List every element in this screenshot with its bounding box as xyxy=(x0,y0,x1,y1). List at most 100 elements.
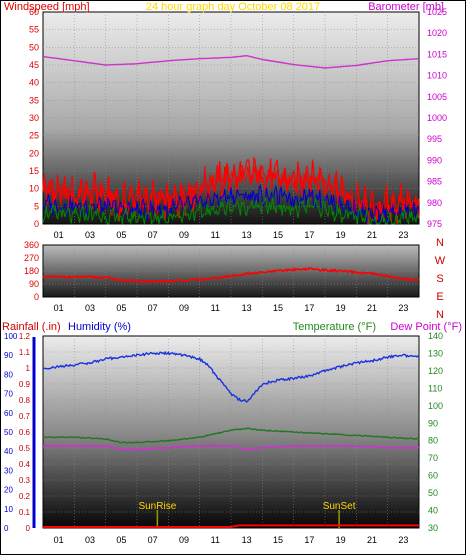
direction-x-tick-label: 15 xyxy=(273,303,283,313)
humidity-tick-label: 90 xyxy=(4,351,13,360)
rain-humidity-temp-series xyxy=(42,350,420,528)
wind-x-tick-label: 01 xyxy=(54,230,64,240)
rain-tick-label: 0.6 xyxy=(19,428,31,437)
rain-grid xyxy=(43,336,419,528)
rain-tick-label: 1.1 xyxy=(19,348,31,357)
dewpoint-axis-label: Dew Point (°F) xyxy=(390,321,462,333)
barometer-tick-label: 1000 xyxy=(427,113,447,123)
temperature-tick-label: 90 xyxy=(428,418,438,428)
wind-tick-label: 55 xyxy=(29,25,39,35)
wind-x-tick-label: 13 xyxy=(242,230,252,240)
direction-tick-label: 180 xyxy=(24,266,39,276)
rain-x-tick-label: 19 xyxy=(336,535,346,545)
compass-label-e: E xyxy=(436,291,443,303)
wind-x-tick-label: 09 xyxy=(179,230,189,240)
direction-plot-area xyxy=(42,244,420,298)
humidity-tick-label: 100 xyxy=(4,332,18,341)
sunrise-label: SunRise xyxy=(138,501,176,512)
compass-label-n: N xyxy=(436,237,444,249)
wind-x-tick-label: 07 xyxy=(148,230,158,240)
rain-tick-label: 0.4 xyxy=(19,460,31,469)
temperature-tick-label: 140 xyxy=(428,331,443,341)
rain-x-tick-label: 03 xyxy=(85,535,95,545)
barometer-tick-label: 1010 xyxy=(427,71,447,81)
direction-x-tick-label: 21 xyxy=(367,303,377,313)
rain-x-axis-ticks: 01 03 05 07 09 11 13 15 17 19 21 23 xyxy=(54,535,409,545)
humidity-tick-label: 80 xyxy=(4,370,13,379)
wind-x-tick-label: 03 xyxy=(85,230,95,240)
rain-humidity-temp-chart: Rainfall (.in) Humidity (%) Temperature … xyxy=(2,321,462,545)
wind-tick-label: 25 xyxy=(29,131,39,141)
wind-x-tick-label: 23 xyxy=(398,230,408,240)
dewpoint-series-line xyxy=(42,444,420,451)
rain-tick-label: 0 xyxy=(26,524,31,533)
wind-tick-label: 20 xyxy=(29,148,39,158)
rain-x-tick-label: 23 xyxy=(398,535,408,545)
temperature-tick-label: 80 xyxy=(428,436,438,446)
rain-x-tick-label: 07 xyxy=(148,535,158,545)
rain-tick-label: 0.7 xyxy=(19,412,31,421)
wind-tick-label: 5 xyxy=(34,201,39,211)
wind-tick-label: 45 xyxy=(29,60,39,70)
temperature-tick-label: 30 xyxy=(428,523,438,533)
barometer-axis-label: Barometer [mb] xyxy=(368,1,444,13)
compass-label-s: S xyxy=(436,273,443,285)
wind-tick-label: 60 xyxy=(29,7,39,17)
wind-x-tick-label: 21 xyxy=(367,230,377,240)
windspeed-gust-line xyxy=(42,164,420,222)
barometer-tick-label: 1020 xyxy=(427,28,447,38)
temperature-axis-label: Temperature (°F) xyxy=(293,321,376,333)
barometer-tick-label: 980 xyxy=(427,198,442,208)
sunset-label: SunSet xyxy=(323,501,356,512)
rain-tick-label: 0.8 xyxy=(19,396,31,405)
barometer-tick-label: 975 xyxy=(427,219,442,229)
rain-tick-label: 0.3 xyxy=(19,476,31,485)
humidity-tick-label: 30 xyxy=(4,466,13,475)
wind-x-axis-ticks: 01 03 05 07 09 11 13 15 17 19 21 23 xyxy=(54,230,409,240)
temperature-tick-label: 70 xyxy=(428,453,438,463)
wind-x-tick-label: 17 xyxy=(304,230,314,240)
wind-x-tick-label: 11 xyxy=(211,230,220,240)
barometer-tick-label: 1015 xyxy=(427,49,447,59)
wind-tick-label: 35 xyxy=(29,95,39,105)
direction-x-tick-label: 23 xyxy=(398,303,408,313)
wind-series xyxy=(42,54,420,225)
temperature-tick-label: 110 xyxy=(428,383,442,393)
humidity-tick-label: 20 xyxy=(4,486,13,495)
wind-tick-label: 50 xyxy=(29,42,39,52)
wind-left-axis-ticks: 0 5 10 15 20 25 30 35 40 45 50 55 60 xyxy=(29,7,39,229)
humidity-tick-label: 50 xyxy=(4,428,13,437)
direction-tick-label: 90 xyxy=(29,279,39,289)
chart-title: 24 hour graph day October 08 2017 xyxy=(146,1,320,13)
barometer-right-axis-ticks: 975 980 985 990 995 1000 1005 1010 1015 1020 1025 xyxy=(427,7,447,229)
windspeed-axis-label: Windspeed [mph] xyxy=(4,1,90,13)
wind-tick-label: 30 xyxy=(29,113,39,123)
direction-left-axis-ticks: 0 90 180 270 360 xyxy=(24,240,39,302)
direction-x-tick-label: 07 xyxy=(148,303,158,313)
direction-x-tick-label: 01 xyxy=(54,303,64,313)
direction-tick-label: 360 xyxy=(24,240,39,250)
rain-tick-label: 0.5 xyxy=(19,444,31,453)
rain-x-tick-label: 09 xyxy=(179,535,189,545)
temperature-series-line xyxy=(42,427,420,444)
barometer-tick-label: 1005 xyxy=(427,92,447,102)
compass-label-n: N xyxy=(436,309,444,321)
barometer-series-line xyxy=(42,54,420,69)
rain-tick-label: 1 xyxy=(26,364,31,373)
temperature-tick-label: 120 xyxy=(428,366,443,376)
humidity-series-line xyxy=(42,350,420,403)
rain-tick-label: 0.1 xyxy=(19,508,31,517)
wind-x-tick-label: 15 xyxy=(273,230,283,240)
wind-grid xyxy=(43,12,419,224)
rain-x-tick-label: 15 xyxy=(273,535,283,545)
temperature-tick-label: 130 xyxy=(428,348,443,358)
direction-x-tick-label: 09 xyxy=(179,303,189,313)
rainfall-axis-label: Rainfall (.in) xyxy=(2,321,61,333)
direction-x-tick-label: 11 xyxy=(211,303,220,313)
temperature-tick-label: 40 xyxy=(428,506,438,516)
rain-tick-label: 0.2 xyxy=(19,492,31,501)
wind-x-tick-label: 05 xyxy=(116,230,126,240)
